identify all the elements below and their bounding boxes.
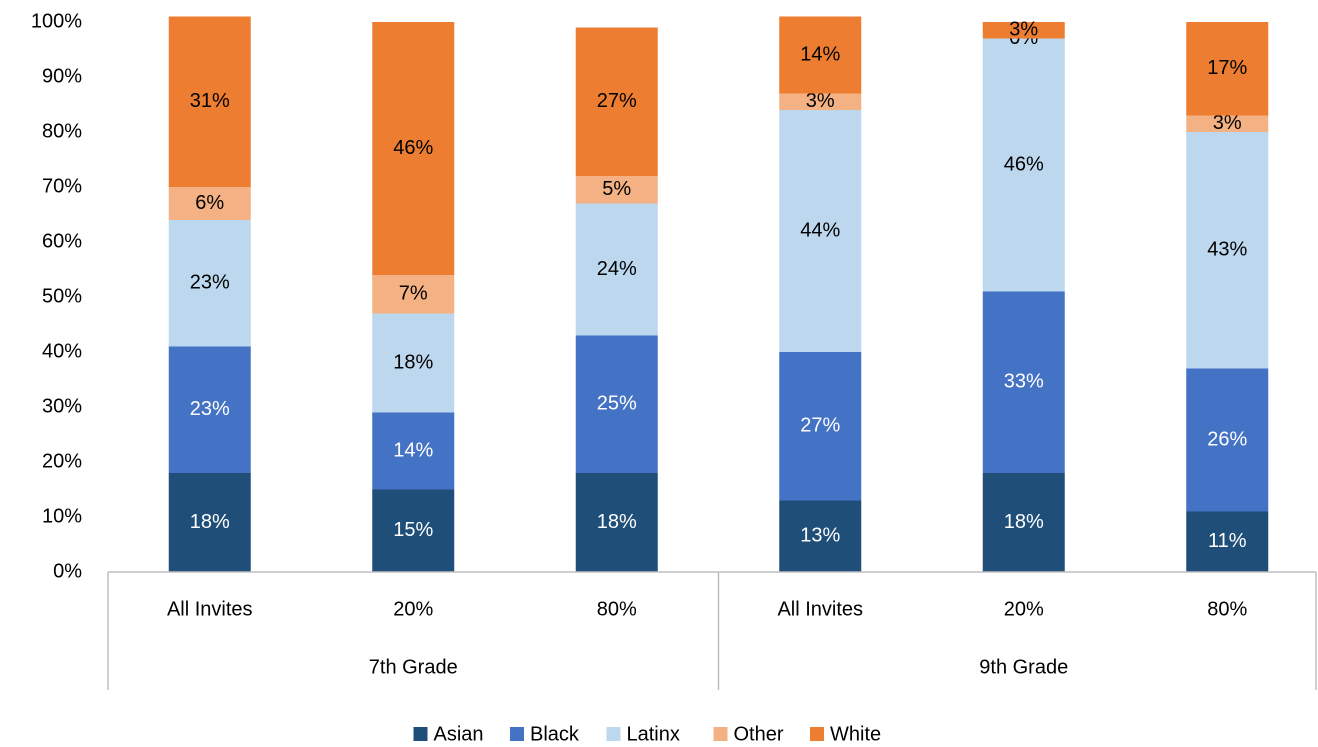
bar-segment (982, 473, 1065, 572)
data-label: 6% (195, 192, 224, 214)
bar-segment (372, 275, 455, 314)
bar-segment (1186, 511, 1269, 572)
data-label: 27% (597, 90, 637, 112)
x-tick-label: All Invites (167, 598, 253, 620)
bar-segment (1186, 132, 1269, 369)
bar-segment (575, 473, 658, 572)
data-label: 5% (602, 178, 631, 200)
group-label: 9th Grade (979, 656, 1068, 678)
legend-label: Black (530, 723, 580, 745)
y-tick-label: 20% (42, 450, 82, 472)
data-label: 43% (1207, 239, 1247, 261)
bar-segment (982, 291, 1065, 473)
data-label: 7% (399, 283, 428, 305)
bar-segment (168, 346, 251, 473)
bar-segment (779, 500, 862, 572)
legend-label: Other (734, 723, 784, 745)
legend-swatch (510, 727, 524, 741)
bar-segment (982, 38, 1065, 292)
bar-segment (168, 220, 251, 347)
data-label: 14% (393, 439, 433, 461)
data-label: 13% (800, 525, 840, 547)
bar-segment (372, 412, 455, 490)
bar-segment (372, 489, 455, 572)
data-label: 24% (597, 258, 637, 280)
bar-segment (779, 110, 862, 352)
data-label: 23% (190, 272, 230, 294)
y-tick-label: 10% (42, 505, 82, 527)
y-tick-label: 100% (31, 10, 82, 32)
data-label: 18% (393, 351, 433, 373)
data-label: 14% (800, 43, 840, 65)
x-tick-label: 20% (1004, 598, 1044, 620)
bar-segment (1186, 22, 1269, 116)
data-label: 33% (1004, 371, 1044, 393)
bar-segment (168, 16, 251, 187)
legend-swatch (606, 727, 621, 741)
x-tick-label: 20% (393, 598, 433, 620)
bar-segment (575, 203, 658, 336)
data-label: 23% (190, 398, 230, 420)
legend-swatch (413, 727, 428, 741)
bar-segment (168, 187, 251, 220)
legend-label: White (830, 723, 881, 745)
bar-segment (982, 22, 1065, 39)
bar-segment (575, 335, 658, 473)
data-label: 18% (597, 511, 637, 533)
data-label: 46% (1004, 153, 1044, 175)
x-tick-label: 80% (1207, 598, 1247, 620)
bar-segment (1186, 115, 1269, 132)
y-tick-label: 60% (42, 230, 82, 252)
data-label: 27% (800, 415, 840, 437)
data-label: 3% (1213, 112, 1242, 134)
legend-label: Latinx (627, 723, 680, 745)
legend-swatch (810, 727, 824, 741)
y-tick-label: 90% (42, 65, 82, 87)
data-label: 15% (393, 519, 433, 541)
y-tick-label: 50% (42, 285, 82, 307)
data-label: 44% (800, 219, 840, 241)
data-label: 3% (1009, 19, 1038, 41)
bar-segment (168, 473, 251, 572)
data-label: 46% (393, 137, 433, 159)
data-label: 11% (1208, 530, 1247, 552)
data-label: 26% (1207, 428, 1247, 450)
x-tick-label: 80% (597, 598, 637, 620)
bar-segment (575, 176, 658, 204)
y-tick-label: 0% (53, 560, 82, 582)
x-tick-label: All Invites (777, 598, 863, 620)
data-label: 18% (1004, 511, 1044, 533)
y-tick-label: 40% (42, 340, 82, 362)
bar-segment (779, 16, 862, 94)
y-tick-label: 80% (42, 120, 82, 142)
bar-segment (779, 93, 862, 110)
bar-segment (779, 352, 862, 501)
data-label: 31% (190, 90, 230, 112)
bar-segment (1186, 368, 1269, 512)
group-label: 7th Grade (369, 656, 458, 678)
bar-segment (372, 22, 455, 275)
data-label: 3% (806, 90, 835, 112)
y-tick-label: 70% (42, 175, 82, 197)
legend-swatch (713, 727, 728, 741)
bar-segment (575, 27, 658, 176)
bar-segment (372, 313, 455, 413)
data-label: 17% (1207, 57, 1247, 79)
data-label: 18% (190, 511, 230, 533)
y-tick-label: 30% (42, 395, 82, 417)
data-label: 25% (597, 393, 637, 415)
legend-label: Asian (434, 723, 484, 745)
